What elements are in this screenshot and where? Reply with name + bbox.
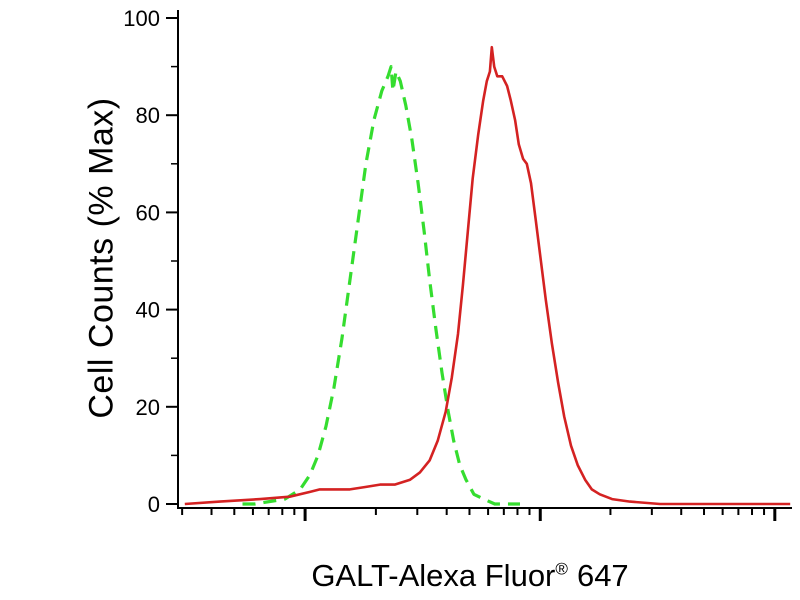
- y-tick-label: 40: [136, 298, 160, 323]
- y-tick-label: 60: [136, 200, 160, 225]
- x-axis-label-main: GALT-Alexa Fluor: [311, 558, 556, 593]
- x-axis-label-suffix: 647: [576, 558, 629, 593]
- y-tick-label: 20: [136, 395, 160, 420]
- y-tick-label: 100: [123, 6, 160, 31]
- y-axis-label: Cell Counts (% Max): [82, 97, 121, 419]
- curve-control: [242, 64, 520, 506]
- registered-trademark-symbol: ®: [555, 559, 568, 579]
- y-tick-label: 0: [148, 492, 160, 517]
- x-axis-label: GALT-Alexa Fluor® 647: [150, 558, 790, 594]
- curve-galt: [184, 45, 791, 506]
- y-tick-label: 80: [136, 103, 160, 128]
